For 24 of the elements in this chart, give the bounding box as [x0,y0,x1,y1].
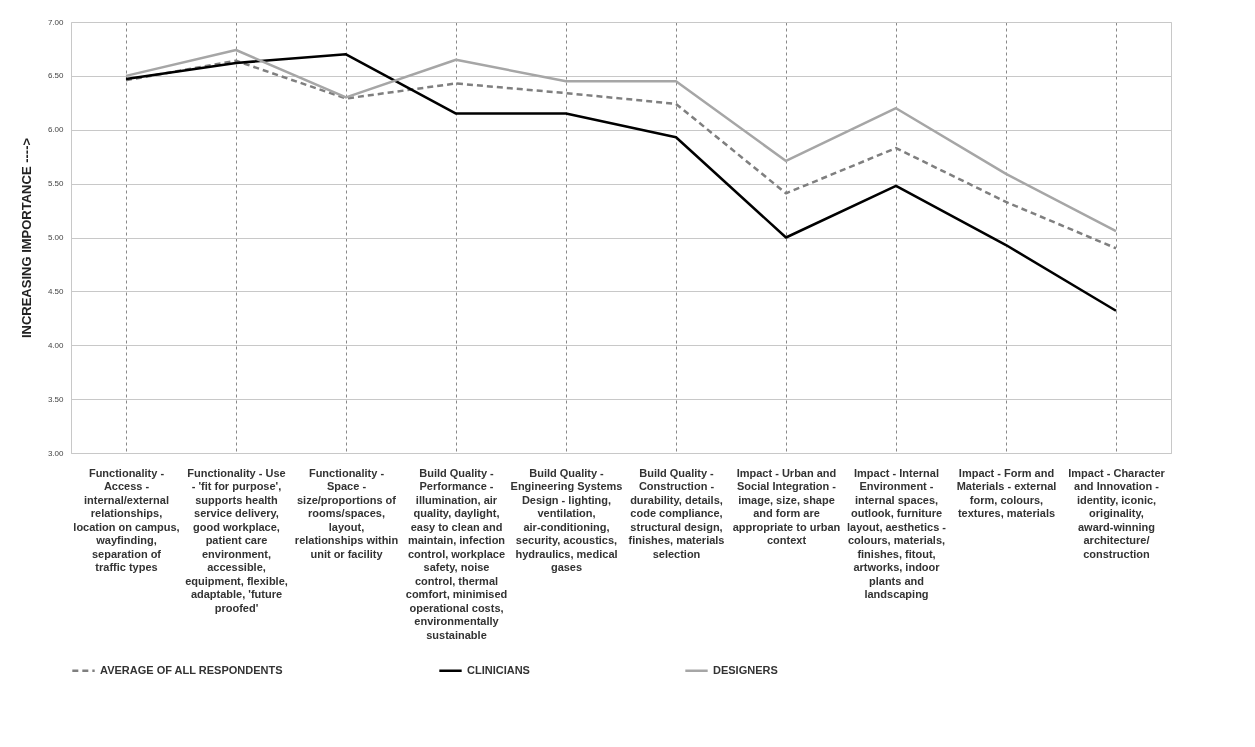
y-tick-label: 6.50 [47,71,65,81]
legend-label: CLINICIANS [467,663,530,676]
y-tick-label: 4.00 [47,340,65,350]
x-tick-label: Impact - Character and Innovation - identity, iconic, originality, award-winning architecture/ construction [1068,466,1166,560]
x-tick-label: Build Quality - Construction - durability, details, code compliance, structural design, finishes, materials selection [628,466,725,560]
x-tick-label: Impact - Form and Materials - external form, colours, textures, materials [956,466,1057,519]
y-axis-title: INCREASING IMPORTANCE ----> [18,137,34,339]
y-tick-label: 6.00 [47,125,65,135]
x-tick-label: Functionality - Access - internal/external relationships, location on campus, wayfinding, separation of traffic types [73,466,180,573]
legend-label: AVERAGE OF ALL RESPONDENTS [100,663,283,676]
y-tick-label: 4.50 [47,286,65,296]
y-tick-label: 3.00 [47,448,65,458]
y-tick-label: 5.00 [47,233,65,242]
legend-label: DESIGNERS [713,663,778,676]
category-label: Impact - Internal Environment - internal spaces, outlook, furniture layout, aesthetics - colours, materials, finishes, fitout, artworks, indoor plants and landscaping [846,466,947,600]
category-label: Build Quality - Performance - illumination, air quality, daylight, easy to clean and maintain, infection control, workplace safety, noise control, thermal comfort, minimised operational costs, environmentally sustainable [405,466,508,641]
x-tick-label: Impact - Urban and Social Integration - image, size, shape and form are appropriate to urban context [732,466,841,546]
category-label: Functionality - Use - 'fit for purpose', supports health service delivery, good workplace, patient care environment, accessible, equipment, flexible, adaptable, 'future proofed' [185,466,288,614]
y-tick-label: 5.50 [47,179,65,189]
y-tick-label: 7.00 [47,17,65,27]
x-tick-label: Functionality - Space - size/proportions of rooms/spaces, layout, relationships within unit or facility [294,466,399,560]
x-tick-label: Build Quality - Engineering Systems Design - lighting, ventilation, air-conditioning, security, acoustics, hydraulics, medical gases [510,466,623,573]
line-series [124,53,1118,313]
y-tick-label: 3.50 [47,394,65,404]
